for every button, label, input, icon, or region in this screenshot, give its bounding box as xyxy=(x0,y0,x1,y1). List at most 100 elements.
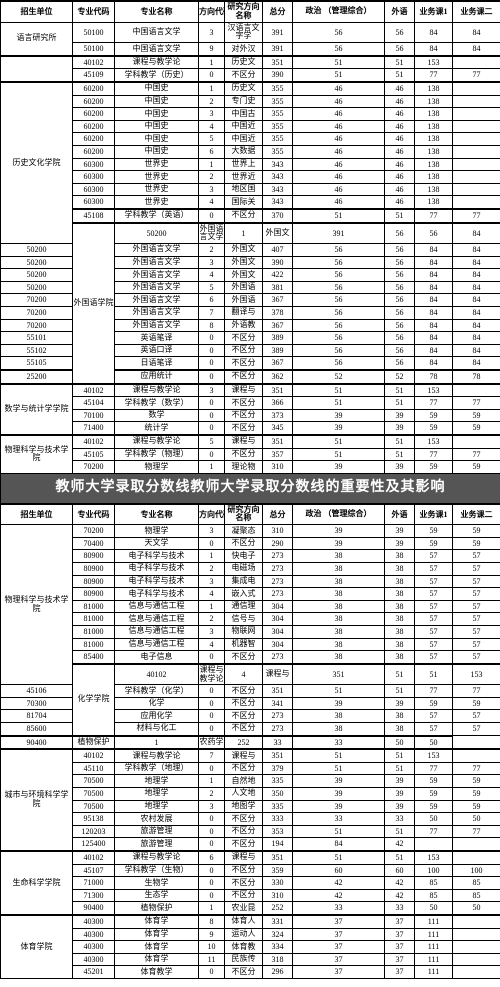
cell-dir: 0 xyxy=(199,448,225,461)
cell-b1: 77 xyxy=(415,685,453,698)
cell-dname: 不区分 xyxy=(225,877,263,890)
cell-dname: 课程与 xyxy=(225,384,263,397)
cell-dname: 不区分 xyxy=(225,966,263,979)
cell-p: 38 xyxy=(293,638,385,651)
cell-b1: 111 xyxy=(415,915,453,928)
cell-dname: 课程与 xyxy=(263,664,293,685)
cell-f: 56 xyxy=(385,294,415,307)
cell-dname: 大数据 xyxy=(225,145,263,158)
cell-dname: 外语教 xyxy=(225,319,263,332)
cell-b2 xyxy=(453,838,500,851)
cell-b1: 59 xyxy=(415,800,453,813)
cell-b2: 84 xyxy=(453,294,500,307)
cell-dir: 3 xyxy=(199,108,225,121)
cell-b1: 59 xyxy=(415,525,453,538)
cell-f: 56 xyxy=(385,43,415,56)
cell-t: 345 xyxy=(263,422,293,435)
cell-code: 60200 xyxy=(73,82,115,95)
cell-t: 389 xyxy=(263,344,293,357)
table-row: 60300世界史4国际关3434646138 xyxy=(1,196,500,209)
cell-t: 273 xyxy=(263,550,293,563)
cell-name: 应用化学 xyxy=(115,710,199,723)
cell-b2: 57 xyxy=(453,550,500,563)
cell-dir: 4 xyxy=(199,120,225,133)
cell-p: 37 xyxy=(293,928,385,941)
cell-dname: 专门史 xyxy=(225,95,263,108)
cell-b2 xyxy=(453,749,500,762)
cell-f: 37 xyxy=(385,915,415,928)
table-row: 80900电子科学与技术2电磁场27338385757 xyxy=(1,562,500,575)
col-header: 政治 （管理综合） xyxy=(293,504,385,525)
cell-p: 33 xyxy=(263,736,293,750)
cell-dir: 5 xyxy=(199,133,225,146)
cell-p: 46 xyxy=(293,158,385,171)
cell-b2 xyxy=(453,928,500,941)
col-header: 外语 xyxy=(385,1,415,22)
cell-dname: 机器智 xyxy=(225,638,263,651)
unit-cell xyxy=(1,56,73,82)
col-header: 专业代码 xyxy=(73,504,115,525)
cell-b2 xyxy=(453,183,500,196)
cell-dir: 0 xyxy=(199,825,225,838)
cell-t: 353 xyxy=(263,825,293,838)
col-header: 业务课二 xyxy=(453,504,500,525)
table-row: 95138农村发展0不区分33333335050 xyxy=(1,813,500,826)
cell-b1: 138 xyxy=(415,120,453,133)
cell-p: 46 xyxy=(293,108,385,121)
cell-dir: 0 xyxy=(199,357,225,370)
cell-code: 40102 xyxy=(73,435,115,448)
cell-f: 42 xyxy=(385,889,415,902)
cell-f: 39 xyxy=(385,788,415,801)
table-row: 80900电子科学与技术4嵌入式27338385757 xyxy=(1,588,500,601)
cell-p: 56 xyxy=(293,357,385,370)
cell-p: 39 xyxy=(293,697,385,710)
cell-b1: 57 xyxy=(415,651,453,664)
col-header: 业务课1 xyxy=(415,1,453,22)
cell-code: 81000 xyxy=(73,613,115,626)
cell-t: 351 xyxy=(263,56,293,69)
cell-p: 38 xyxy=(293,625,385,638)
cell-name: 课程与教学论 xyxy=(115,384,199,397)
cell-dname: 历史文 xyxy=(225,82,263,95)
cell-name: 中国史 xyxy=(115,108,199,121)
cell-b1: 111 xyxy=(415,928,453,941)
cell-dir: 0 xyxy=(199,651,225,664)
table-row: 71400统计学0不区分34539395959 xyxy=(1,422,500,435)
cell-dir: 0 xyxy=(199,209,225,223)
cell-dir: 1 xyxy=(199,600,225,613)
cell-name: 体育学 xyxy=(115,928,199,941)
cell-name: 课程与教学论 xyxy=(115,435,199,448)
cell-name: 世界史 xyxy=(115,158,199,171)
table-row: 45105学科教学（物理）0不区分35751517777 xyxy=(1,448,500,461)
cell-p: 38 xyxy=(293,651,385,664)
cell-t: 355 xyxy=(263,120,293,133)
cell-f: 39 xyxy=(385,800,415,813)
cell-p: 51 xyxy=(293,384,385,397)
cell-f: 46 xyxy=(385,95,415,108)
cell-t: 390 xyxy=(263,69,293,82)
cell-code: 71300 xyxy=(73,889,115,902)
cell-f: 51 xyxy=(385,448,415,461)
cell-t: 290 xyxy=(263,537,293,550)
table-row: 85400电子信息0不区分27338385757 xyxy=(1,651,500,664)
cell-f: 33 xyxy=(385,813,415,826)
cell-b1: 57 xyxy=(415,600,453,613)
cell-dir: 0 xyxy=(199,69,225,82)
cell-p: 56 xyxy=(293,344,385,357)
cell-f: 51 xyxy=(415,664,453,685)
table-row: 40300体育学9运动人3243737111 xyxy=(1,928,500,941)
table-row: 120203旅游管理0不区分35351517777 xyxy=(1,825,500,838)
cell-code: 80900 xyxy=(73,588,115,601)
cell-b1: 84 xyxy=(415,281,453,294)
cell-b2: 57 xyxy=(453,651,500,664)
cell-dname: 体育教 xyxy=(225,941,263,954)
cell-code: 45108 xyxy=(73,209,115,223)
cell-f: 46 xyxy=(385,108,415,121)
cell-t: 355 xyxy=(263,95,293,108)
cell-t: 273 xyxy=(263,710,293,723)
cell-b1: 59 xyxy=(415,788,453,801)
cell-b1: 84 xyxy=(453,223,500,244)
cell-p: 51 xyxy=(293,448,385,461)
cell-t: 273 xyxy=(263,575,293,588)
cell-code: 90400 xyxy=(1,736,73,750)
